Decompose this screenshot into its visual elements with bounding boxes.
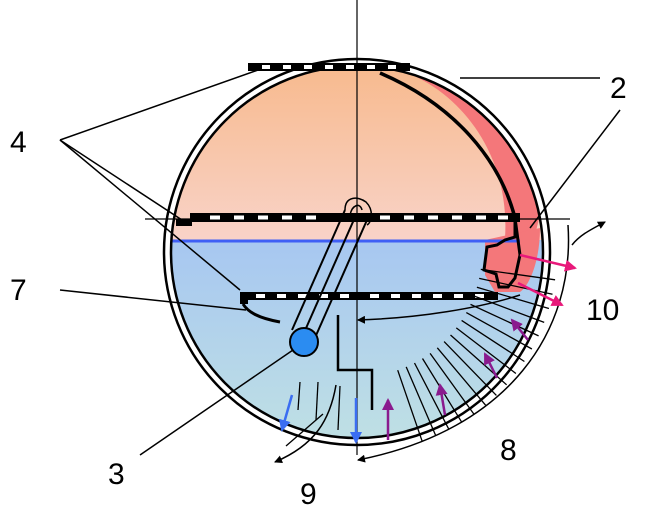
- tick-c: [337, 385, 341, 431]
- lower-plate: [240, 292, 498, 304]
- fin-line: [479, 277, 553, 295]
- leader-lines: [59, 69, 621, 456]
- label-3: 3: [108, 458, 125, 491]
- flow-arrow-left: [274, 384, 337, 463]
- outer-flow-tip: [571, 221, 606, 246]
- tube-knob: [289, 327, 319, 357]
- hood-curve: [379, 71, 517, 219]
- label-8: 8: [500, 434, 517, 467]
- fin-line: [443, 341, 497, 396]
- fin-line: [465, 312, 533, 350]
- pink-arrows: [517, 253, 577, 307]
- purple-arrows: [382, 318, 529, 440]
- tick-a: [297, 381, 301, 411]
- fin-line: [397, 369, 423, 442]
- downcomer-baffle: [336, 315, 374, 410]
- radial-fins: [397, 268, 556, 442]
- label-2: 2: [610, 72, 627, 105]
- label-10: 10: [586, 294, 619, 327]
- fin-line: [429, 353, 475, 415]
- label-7: 7: [10, 274, 27, 307]
- feed-tube: [291, 197, 373, 341]
- label-4: 4: [10, 126, 27, 159]
- fin-line: [473, 295, 545, 324]
- lower-plate-lip: [241, 303, 281, 324]
- tick-b: [315, 381, 319, 421]
- label-9: 9: [300, 478, 317, 509]
- blue-arrow-1: [278, 394, 294, 432]
- circulation-arrow: [357, 294, 521, 324]
- fin-line: [470, 303, 539, 337]
- fin-line: [476, 286, 550, 310]
- fin-line: [455, 327, 517, 375]
- fin-line: [436, 347, 487, 406]
- top-plate: [248, 63, 410, 71]
- fin-line: [461, 319, 525, 363]
- fin-line: [413, 362, 450, 430]
- tick-d: [285, 413, 324, 447]
- fin-line: [480, 268, 556, 281]
- fin-line: [405, 366, 437, 437]
